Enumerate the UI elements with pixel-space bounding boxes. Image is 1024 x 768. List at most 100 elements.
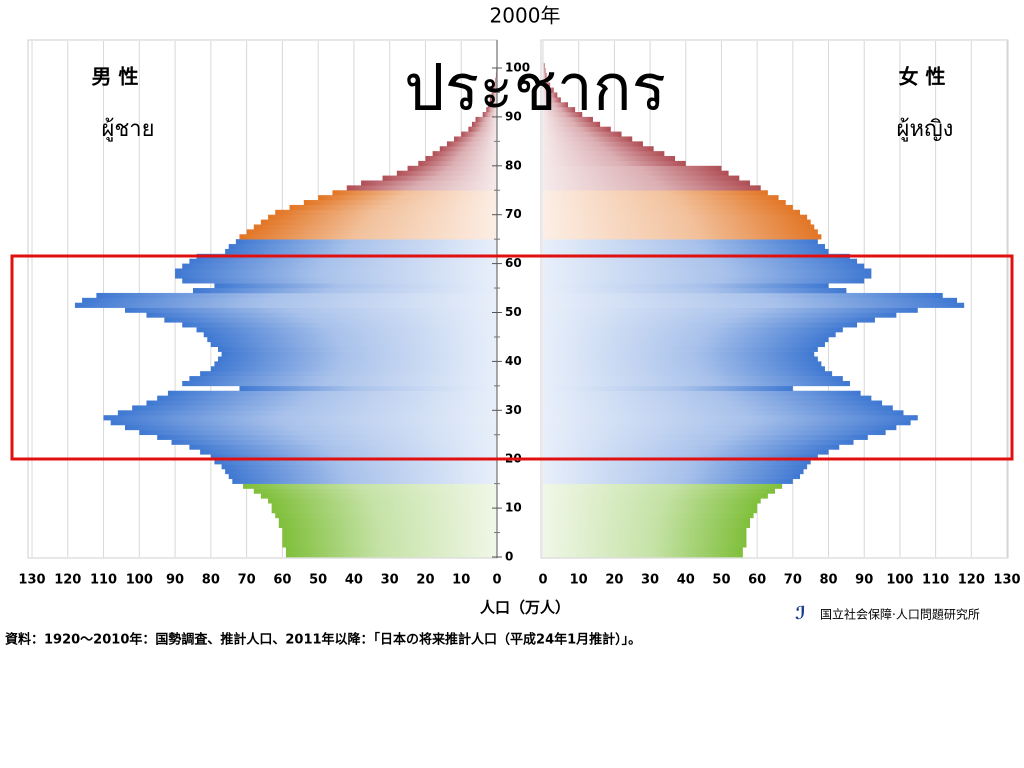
bar bbox=[543, 268, 872, 274]
bar bbox=[218, 356, 497, 362]
age-tick-label: 60 bbox=[505, 256, 522, 270]
left-subheading: ผู้ชาย bbox=[101, 117, 154, 142]
bar bbox=[543, 439, 854, 445]
x-tick-label: 50 bbox=[309, 573, 327, 588]
bar bbox=[543, 82, 551, 88]
bar bbox=[543, 141, 643, 147]
age-tick-label: 0 bbox=[505, 550, 513, 564]
bar bbox=[228, 473, 497, 480]
bar bbox=[543, 136, 633, 142]
annotation: ประชากร bbox=[404, 52, 666, 126]
bar bbox=[543, 371, 833, 377]
bar bbox=[271, 508, 497, 514]
x-tick-label: 20 bbox=[605, 573, 623, 588]
x-tick-label: 110 bbox=[90, 573, 117, 588]
bar bbox=[543, 454, 818, 460]
bar bbox=[543, 434, 868, 440]
bar bbox=[275, 512, 497, 519]
bar bbox=[543, 263, 865, 269]
bar bbox=[543, 68, 546, 74]
bar bbox=[543, 175, 740, 181]
bar bbox=[543, 302, 965, 308]
bar bbox=[282, 542, 497, 548]
bar bbox=[454, 136, 497, 142]
bar bbox=[157, 434, 497, 440]
bar bbox=[132, 405, 497, 411]
bar bbox=[543, 219, 811, 225]
bar bbox=[543, 258, 858, 264]
bar bbox=[289, 204, 497, 211]
bar bbox=[543, 185, 761, 191]
x-tick-label: 50 bbox=[712, 573, 730, 588]
bar bbox=[203, 332, 497, 338]
bar bbox=[482, 112, 497, 118]
x-tick-label: 70 bbox=[784, 573, 802, 588]
logo-mark: ℐ bbox=[795, 603, 806, 624]
bar bbox=[543, 273, 872, 279]
bar bbox=[192, 288, 497, 294]
bar bbox=[218, 346, 497, 352]
bar bbox=[260, 493, 497, 499]
bar bbox=[157, 395, 497, 401]
x-tick-label: 20 bbox=[416, 573, 434, 588]
x-tick-label: 30 bbox=[641, 573, 659, 588]
bar bbox=[543, 547, 743, 553]
x-tick-label: 100 bbox=[886, 573, 913, 588]
x-tick-label: 130 bbox=[993, 573, 1020, 588]
bar bbox=[171, 439, 497, 445]
bar bbox=[543, 341, 825, 348]
x-tick-label: 80 bbox=[202, 573, 220, 588]
age-tick-label: 70 bbox=[505, 207, 522, 221]
x-tick-label: 30 bbox=[381, 573, 399, 588]
bar bbox=[543, 146, 654, 152]
bar bbox=[543, 224, 815, 230]
bar bbox=[543, 459, 811, 465]
bar bbox=[117, 410, 497, 416]
bar bbox=[543, 336, 829, 343]
bar bbox=[207, 336, 497, 343]
bar bbox=[214, 361, 497, 367]
bar bbox=[182, 322, 497, 328]
bar bbox=[210, 454, 497, 460]
x-tick-label: 130 bbox=[18, 573, 45, 588]
bar bbox=[543, 307, 918, 313]
x-tick-label: 100 bbox=[126, 573, 153, 588]
bar bbox=[189, 376, 497, 382]
bar bbox=[543, 278, 865, 284]
bar bbox=[285, 552, 497, 558]
bar bbox=[495, 72, 497, 79]
bar bbox=[243, 483, 497, 489]
bar bbox=[200, 371, 497, 377]
bar bbox=[225, 248, 497, 255]
bar bbox=[468, 126, 497, 132]
bar bbox=[303, 200, 497, 206]
bar bbox=[543, 107, 576, 113]
bar bbox=[439, 146, 497, 152]
bar bbox=[543, 292, 943, 299]
age-tick-label: 40 bbox=[505, 354, 522, 368]
bar bbox=[543, 424, 897, 431]
bar bbox=[543, 209, 800, 215]
bar bbox=[543, 346, 818, 352]
bar bbox=[543, 400, 883, 406]
bar bbox=[361, 180, 497, 186]
bar bbox=[407, 165, 497, 171]
bar bbox=[543, 63, 545, 69]
bar bbox=[260, 219, 497, 225]
source-note: 資料：1920～2010年：国勢調査、推計人口、2011年以降：「日本の将来推計… bbox=[5, 632, 641, 648]
age-tick-label: 50 bbox=[505, 305, 522, 319]
bar bbox=[200, 449, 497, 455]
bar bbox=[278, 522, 497, 528]
bar bbox=[210, 366, 497, 372]
bar bbox=[495, 77, 497, 83]
bar bbox=[543, 214, 808, 220]
bar bbox=[543, 180, 751, 186]
bar bbox=[146, 400, 497, 406]
bar bbox=[189, 258, 497, 264]
age-tick-label: 100 bbox=[505, 61, 530, 75]
x-tick-label: 110 bbox=[922, 573, 949, 588]
bar bbox=[125, 307, 497, 313]
bar bbox=[543, 165, 722, 171]
bar bbox=[543, 483, 783, 489]
bar bbox=[275, 209, 497, 215]
